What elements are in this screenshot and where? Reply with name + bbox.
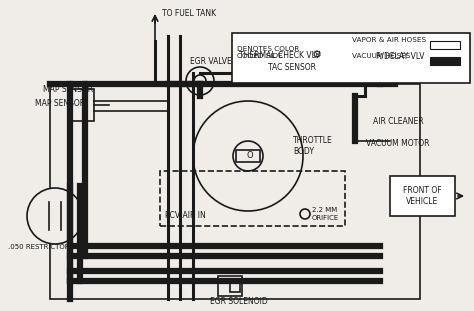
Bar — [430, 57, 460, 65]
Circle shape — [300, 209, 310, 219]
Bar — [72, 89, 94, 121]
Text: VACUUM MOTOR: VACUUM MOTOR — [366, 138, 430, 147]
Text: VAPOR & AIR HOSES: VAPOR & AIR HOSES — [352, 37, 426, 43]
Text: EGR SOLENOID: EGR SOLENOID — [210, 297, 268, 306]
Text: MAP SENSOR: MAP SENSOR — [35, 99, 85, 108]
Bar — [50, 84, 420, 299]
Text: ⚙: ⚙ — [312, 50, 322, 60]
Bar — [230, 280, 240, 292]
Text: 2.2 MM
ORIFICE: 2.2 MM ORIFICE — [312, 207, 339, 220]
Circle shape — [194, 75, 206, 87]
Circle shape — [27, 188, 83, 244]
Text: THROTTLE
BODY: THROTTLE BODY — [293, 136, 333, 156]
Text: TO FUEL TANK: TO FUEL TANK — [162, 9, 216, 18]
Text: .050 RESTRICTOR: .050 RESTRICTOR — [8, 244, 70, 250]
Bar — [390, 176, 455, 216]
Text: R/DELAY VLV: R/DELAY VLV — [376, 52, 424, 61]
Circle shape — [233, 141, 263, 171]
Circle shape — [186, 67, 214, 95]
Circle shape — [193, 101, 303, 211]
Text: THERMAL CHECK VLV: THERMAL CHECK VLV — [239, 52, 320, 61]
Bar — [218, 276, 242, 296]
Bar — [430, 41, 460, 49]
Bar — [232, 33, 470, 83]
Text: MAP SENSOR: MAP SENSOR — [43, 85, 93, 94]
Bar — [160, 171, 345, 226]
Text: O: O — [246, 151, 253, 160]
Bar — [236, 150, 260, 162]
Text: AIR CLEANER: AIR CLEANER — [373, 117, 423, 126]
Text: TAC SENSOR: TAC SENSOR — [268, 63, 316, 72]
Text: PCV AIR IN: PCV AIR IN — [165, 211, 206, 220]
Text: EGR VALVE: EGR VALVE — [190, 57, 232, 66]
Text: FRONT OF
VEHICLE: FRONT OF VEHICLE — [403, 186, 441, 206]
Text: DENOTES COLOR
CODED SIDE: DENOTES COLOR CODED SIDE — [237, 46, 299, 59]
Text: VACUUM HOSES: VACUUM HOSES — [352, 53, 410, 59]
